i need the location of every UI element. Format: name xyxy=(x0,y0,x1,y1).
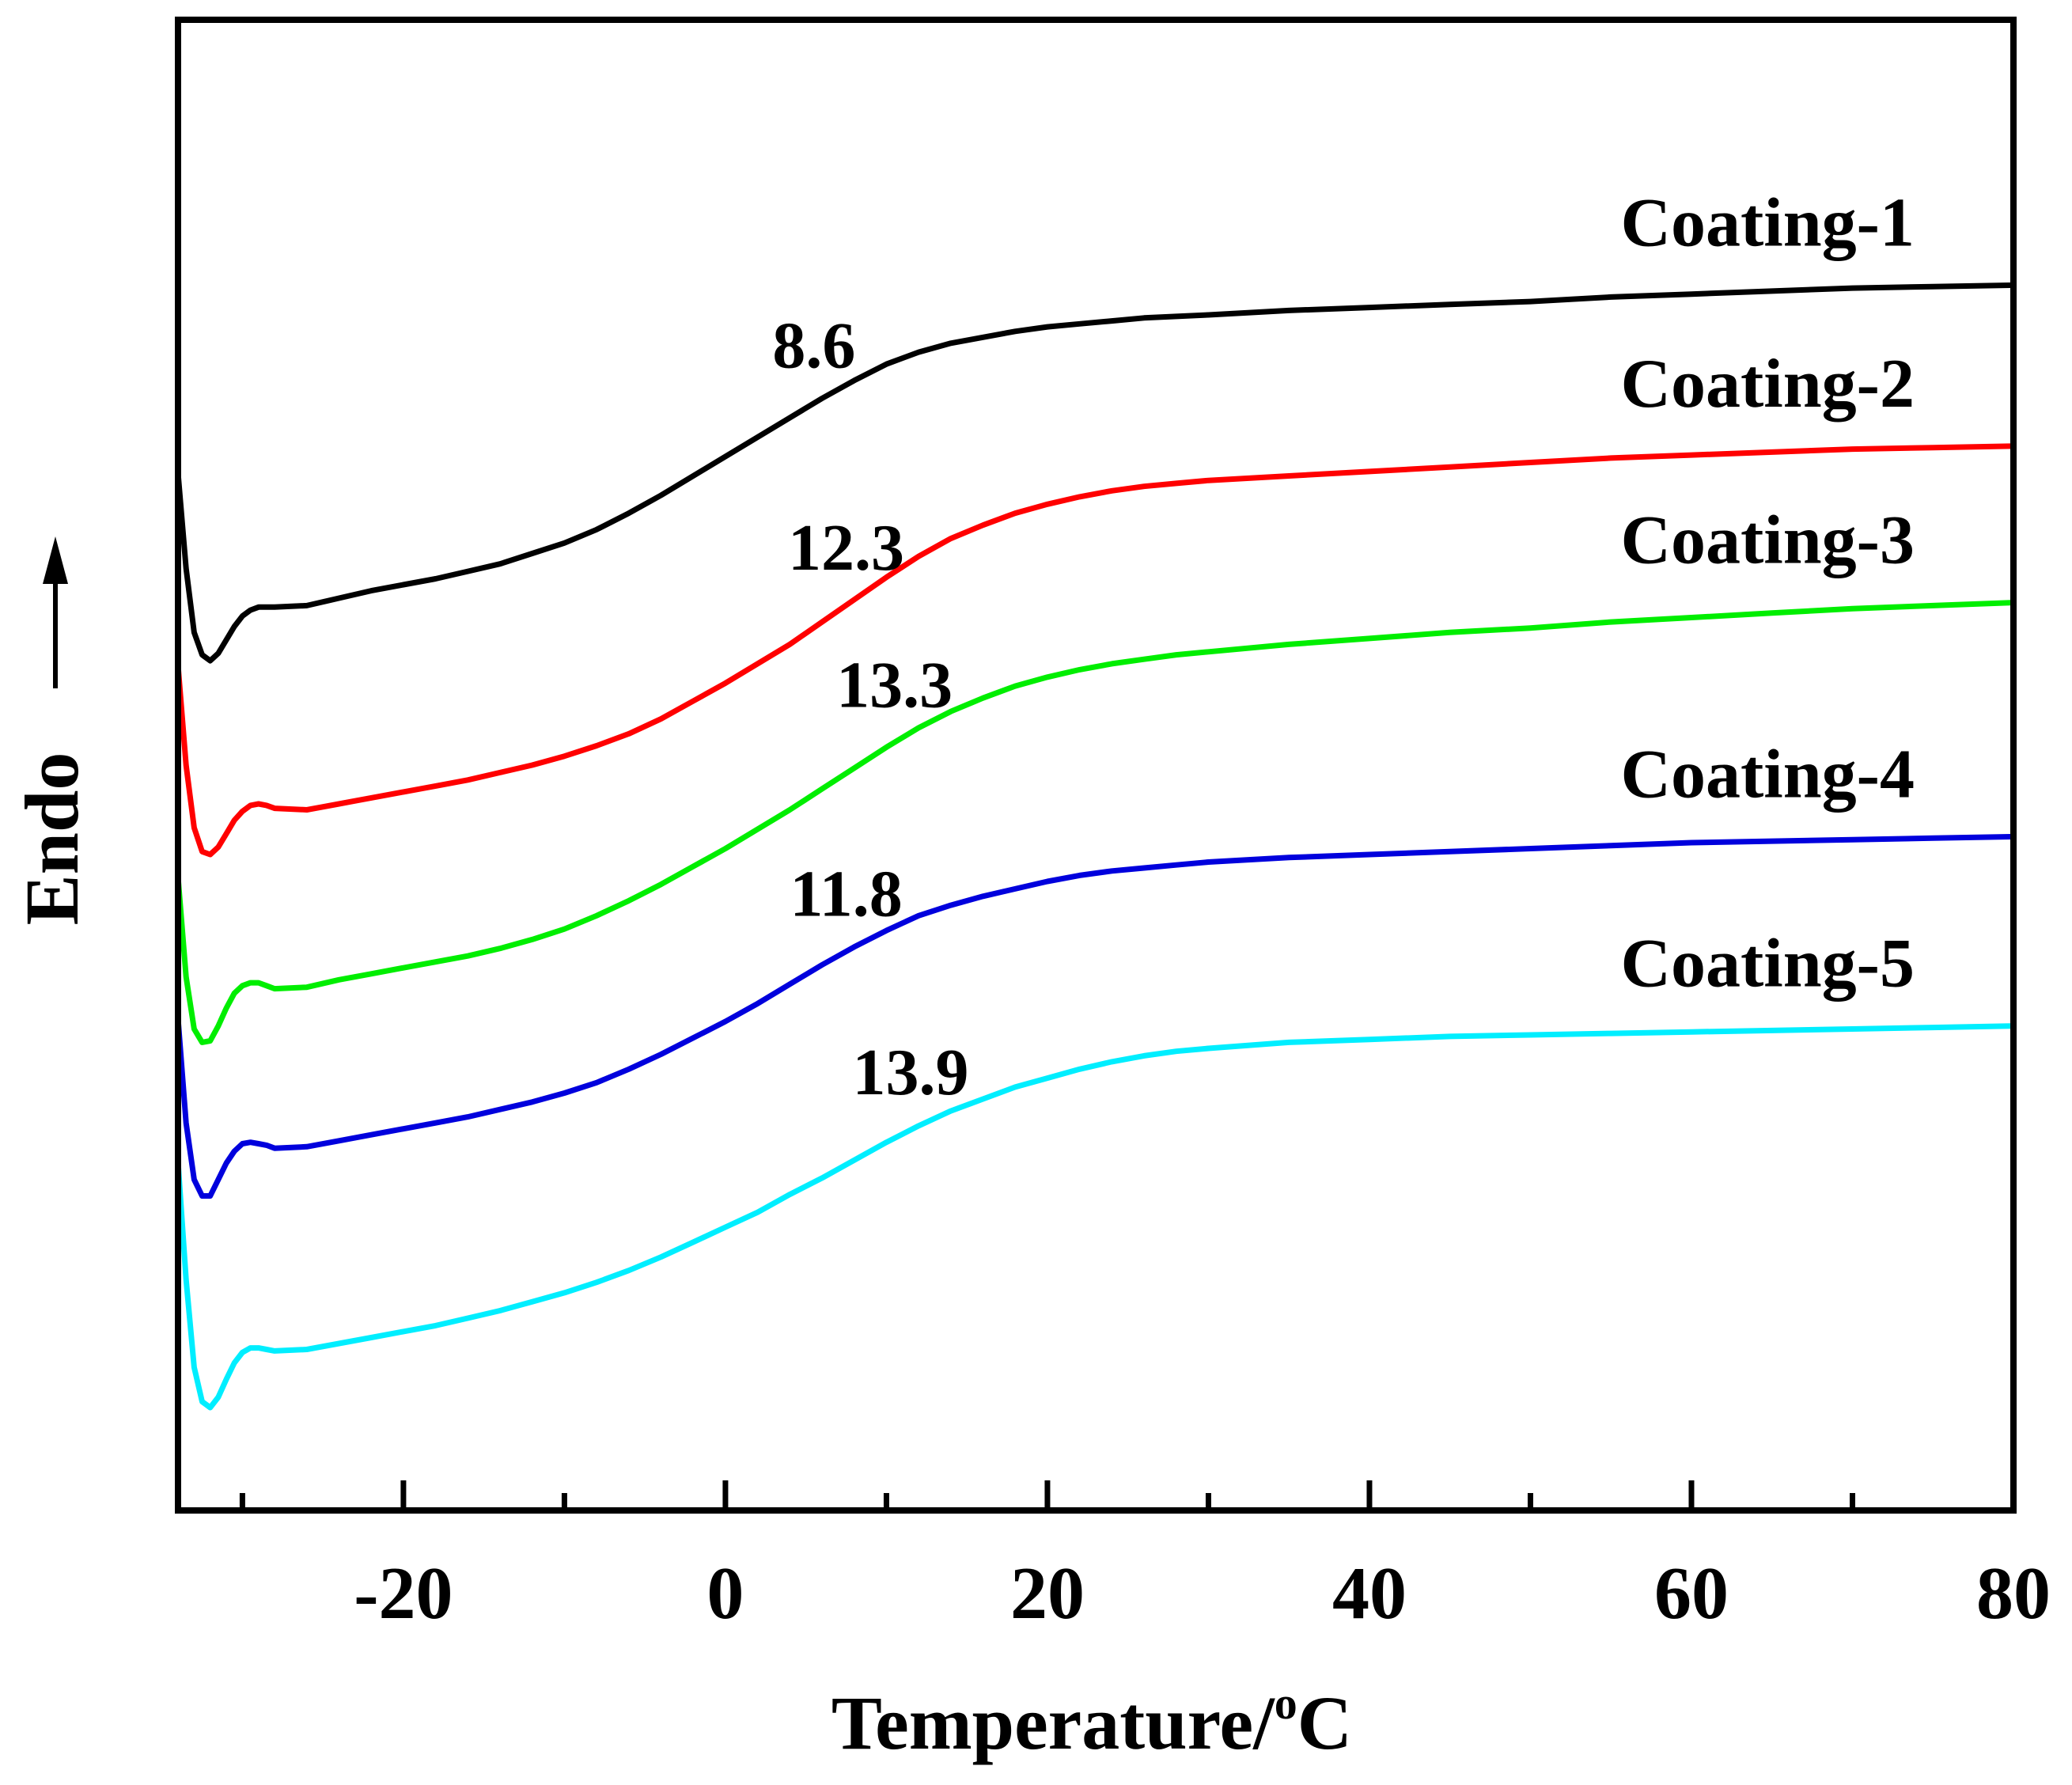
series-label-3: Coating-3 xyxy=(1620,502,1915,579)
x-axis-title: Temperature/oC xyxy=(831,1677,1352,1765)
series-line-1 xyxy=(175,282,2017,664)
series-line-3 xyxy=(175,600,2017,1045)
y-axis-title-text: Endo xyxy=(9,752,94,926)
y-axis-title: Endo xyxy=(9,752,94,926)
series-label-1: Coating-1 xyxy=(1620,184,1915,261)
y-axis-arrow-icon xyxy=(43,536,68,688)
series-label-5: Coating-5 xyxy=(1620,926,1915,1002)
x-tick-label: -20 xyxy=(354,1552,453,1635)
series-layer xyxy=(175,282,2017,1411)
x-axis-title-superscript: o xyxy=(1275,1677,1297,1729)
x-ticks xyxy=(239,1480,2017,1510)
x-tick-label: 0 xyxy=(706,1552,744,1635)
tg-label-5: 13.9 xyxy=(852,1036,968,1109)
series-label-4: Coating-4 xyxy=(1620,736,1915,813)
x-axis-title-text: Temperature/ xyxy=(831,1681,1275,1765)
series-label-2: Coating-2 xyxy=(1620,346,1915,423)
tg-label-4: 11.8 xyxy=(790,858,902,931)
x-tick-label: 60 xyxy=(1654,1552,1729,1635)
series-line-2 xyxy=(175,443,2017,858)
x-tick-label: 40 xyxy=(1332,1552,1407,1635)
x-axis-title-unit: C xyxy=(1297,1681,1352,1765)
x-tick-label: 80 xyxy=(1976,1552,2051,1635)
series-labels: Coating-1 8.6 Coating-2 12.3 Coating-3 13.3 Co… xyxy=(772,184,1915,1109)
series-line-4 xyxy=(175,833,2017,1199)
series-line-5 xyxy=(175,1023,2017,1411)
tg-label-1: 8.6 xyxy=(772,309,855,383)
plot-frame xyxy=(175,17,2017,1514)
x-tick-label: 20 xyxy=(1010,1552,1085,1635)
tg-label-2: 12.3 xyxy=(788,511,904,585)
x-tick-labels: -20 0 20 40 60 80 xyxy=(354,1552,2051,1635)
tg-label-3: 13.3 xyxy=(836,648,953,722)
